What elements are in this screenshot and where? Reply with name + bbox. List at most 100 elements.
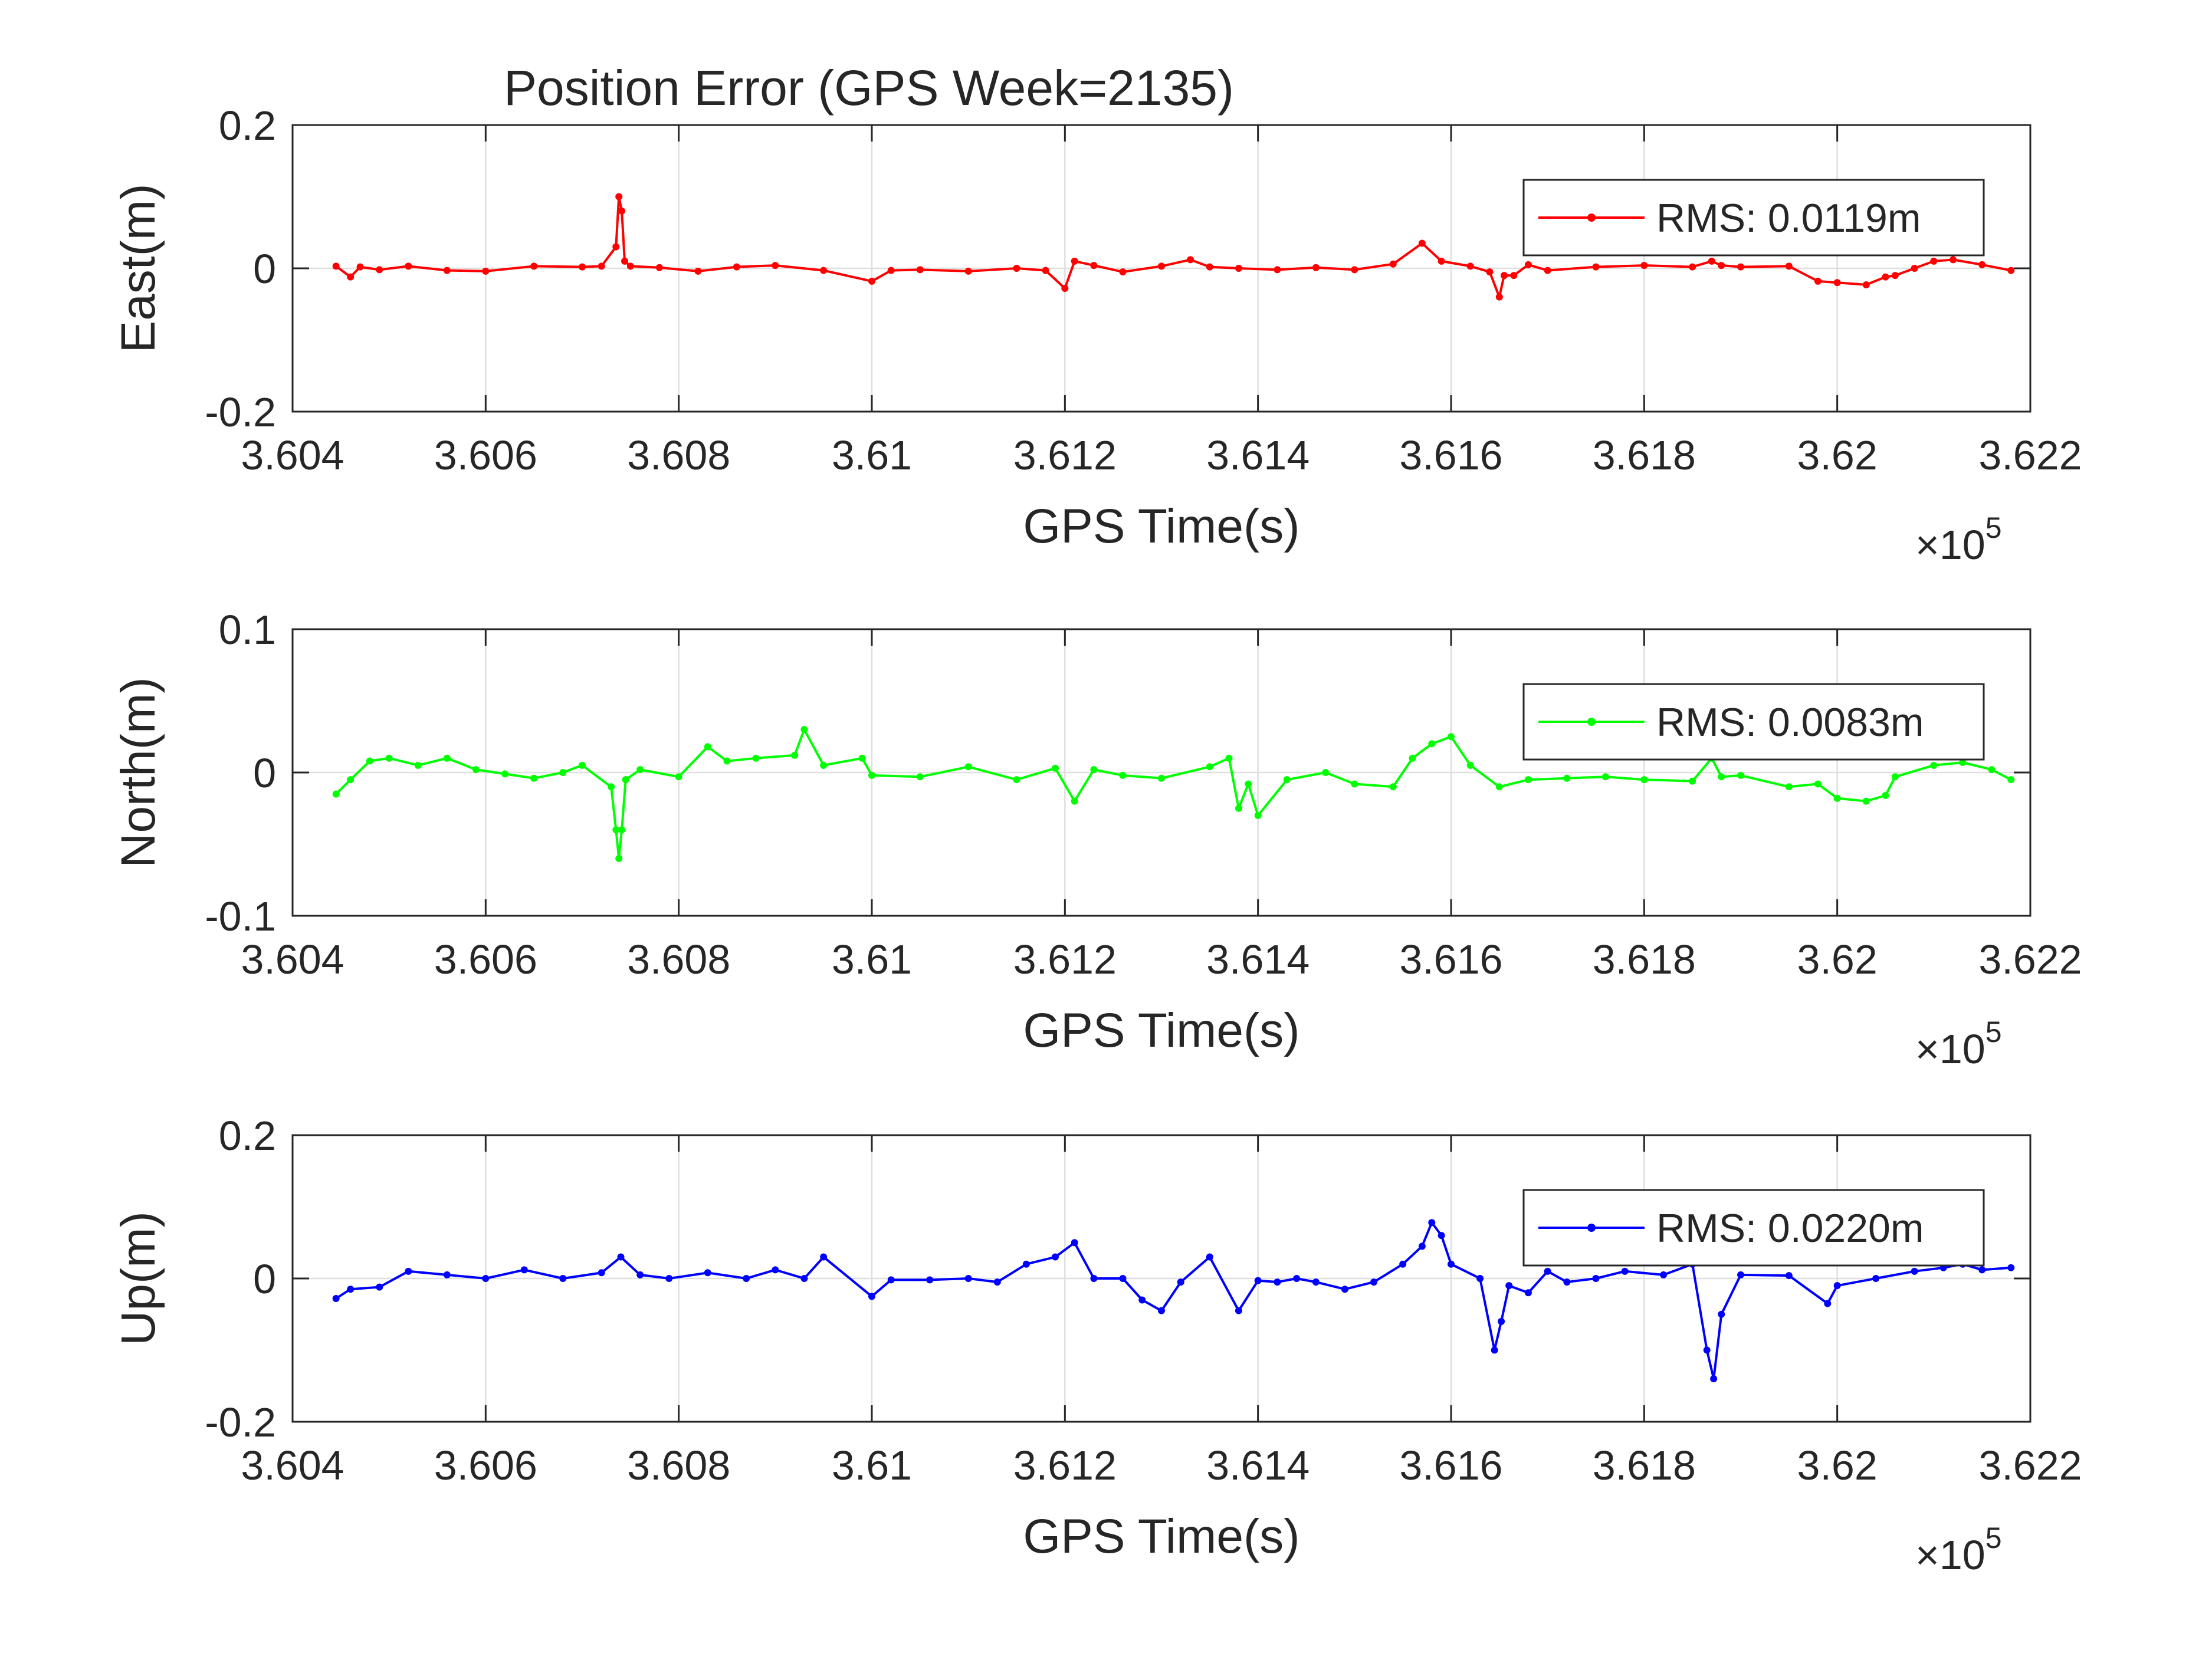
north-x-tick-label: 3.62 [1797,936,1878,982]
up-x-tick-label: 3.604 [241,1442,344,1488]
east-data-point [733,263,740,271]
up-data-point [1051,1253,1059,1261]
east-data-point [1119,268,1127,276]
north-data-point [964,763,972,771]
up-data-point [926,1276,934,1284]
north-data-point [608,783,615,791]
east-data-point [1351,266,1358,274]
east-data-point [655,264,663,271]
east-data-point [1158,262,1165,270]
north-data-point [1814,780,1822,788]
north-data-point [1524,776,1532,784]
up-data-point [1498,1317,1505,1325]
north-data-point [1428,740,1436,748]
up-data-point [1071,1239,1078,1247]
east-data-point [356,263,364,271]
east-data-point [598,262,605,270]
up-x-tick-label: 3.618 [1593,1442,1696,1488]
east-data-point [1950,256,1957,264]
north-x-exponent-base: ×10 [1915,1026,1985,1072]
east-data-point [1418,239,1426,247]
east-data-point [615,193,623,200]
north-data-point [1254,811,1262,819]
up-data-point [1737,1271,1744,1278]
north-data-point [530,774,538,782]
east-data-point [1510,272,1518,280]
east-data-point [1013,265,1020,272]
east-data-point [1978,261,1986,268]
up-data-point [1978,1266,1986,1274]
up-data-point [1274,1278,1281,1286]
up-x-exponent-power: 5 [1985,1521,2002,1554]
east-x-tick-label: 3.606 [434,432,537,478]
north-data-point [1930,761,1938,769]
east-data-point [1389,260,1397,268]
north-data-point [347,776,355,784]
north-y-tick-label: 0 [253,750,276,796]
north-data-point [1013,776,1020,784]
north-data-point [1245,780,1252,788]
up-data-point [2007,1264,2015,1271]
up-data-point [1158,1307,1165,1314]
north-data-point [1090,766,1098,774]
east-data-point [1235,265,1242,272]
up-data-point [1418,1242,1426,1250]
north-data-point [1389,783,1397,791]
east-error-subplot: 3.604 3.606 3.608 3.61 3.612 3.614 3.616 3.618 3… [111,103,2082,568]
east-data-point [621,257,629,265]
up-x-tick-label: 3.62 [1797,1442,1878,1488]
north-data-point [1119,771,1127,779]
north-x-tick-label: 3.622 [1978,936,2082,982]
north-x-tick-label: 3.618 [1593,936,1696,982]
up-data-point [964,1275,972,1282]
up-x-tick-label: 3.608 [627,1442,730,1488]
north-data-point [1158,774,1165,782]
east-data-point [772,262,779,269]
east-x-exponent-base: ×10 [1915,522,1985,568]
north-error-subplot: 3.604 3.606 3.608 3.61 3.612 3.614 3.616 3.618 3… [111,607,2082,1072]
up-data-point [1090,1275,1098,1282]
up-data-point [1703,1346,1711,1354]
up-data-point [1206,1253,1213,1261]
up-data-point [1312,1278,1320,1286]
east-data-point [820,267,828,274]
north-legend-label: RMS: 0.0083m [1656,700,1924,745]
north-data-point [1959,758,1967,766]
east-data-point [1495,293,1503,301]
north-data-point [704,743,711,751]
north-data-point [1283,776,1291,784]
east-data-point [1785,262,1793,270]
north-data-point [791,751,799,759]
east-x-tick-label: 3.622 [1978,432,2082,478]
east-data-point [1187,256,1194,264]
north-x-exponent-power: 5 [1985,1015,2002,1048]
north-data-point [1225,754,1233,762]
north-data-point [1737,771,1744,779]
north-data-point [916,773,924,781]
north-data-point [1466,761,1474,769]
east-x-exponent-label: ×105 [1915,511,2002,568]
up-data-point [376,1283,383,1291]
up-data-point [1660,1271,1668,1278]
north-y-tick-label: -0.1 [205,893,276,939]
east-data-point [1882,273,1889,281]
up-data-point [1399,1260,1407,1268]
up-x-tick-label: 3.612 [1013,1442,1117,1488]
east-data-point [1891,272,1899,280]
north-data-point [1051,764,1059,772]
up-x-exponent-label: ×105 [1915,1521,2002,1578]
up-data-point [1833,1282,1841,1290]
north-data-point [1409,754,1416,762]
east-x-tick-label: 3.62 [1797,432,1878,478]
north-data-point [675,773,682,781]
up-data-point [887,1276,895,1284]
up-data-point [1119,1275,1127,1282]
up-data-point [332,1295,340,1303]
east-legend-marker [1587,213,1596,222]
up-y-tick-label: 0.2 [219,1113,276,1159]
north-data-point [800,726,808,734]
east-data-point [1524,261,1532,268]
north-data-point [1718,773,1725,781]
east-data-point [482,267,490,275]
